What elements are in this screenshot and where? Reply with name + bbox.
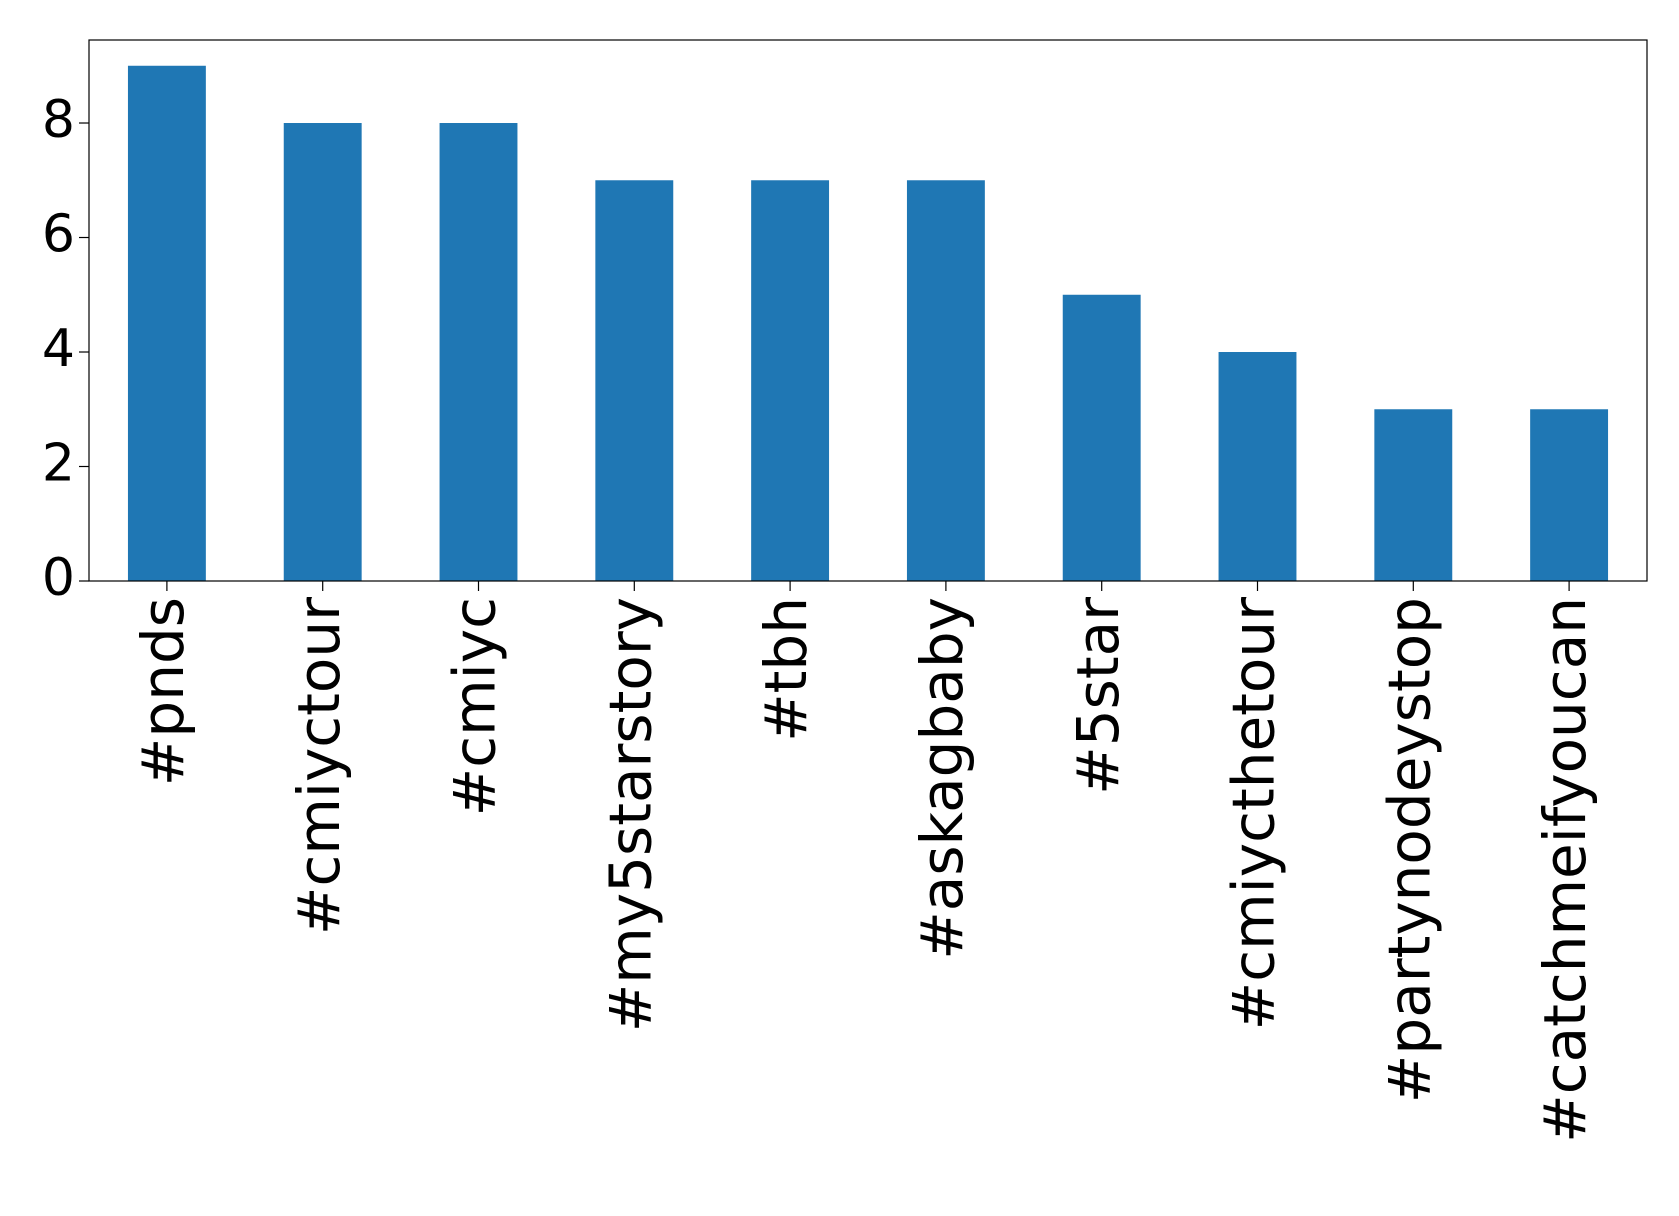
bar: [1374, 409, 1453, 581]
bar: [1530, 409, 1609, 581]
bar: [439, 123, 518, 581]
bar: [1218, 352, 1297, 581]
x-tick-label: #cmiyctour: [285, 597, 353, 935]
x-tick-label: #askagbaby: [908, 597, 976, 960]
bar: [751, 180, 830, 581]
y-tick-label: 2: [42, 434, 75, 494]
y-tick-label: 0: [42, 548, 75, 608]
y-tick-label: 6: [42, 205, 75, 265]
x-tick-label: #catchmeifyoucan: [1531, 597, 1599, 1143]
bar: [906, 180, 985, 581]
x-tick-label: #cmiyc: [441, 597, 509, 816]
y-tick-label: 8: [42, 90, 75, 150]
x-tick-label: #tbh: [752, 597, 820, 742]
y-tick-label: 4: [42, 319, 75, 379]
bar: [127, 65, 206, 581]
bar: [283, 123, 362, 581]
bar: [1062, 294, 1141, 581]
bar: [595, 180, 674, 581]
x-tick-label: #my5starstory: [596, 597, 664, 1032]
x-tick-label: #5star: [1064, 597, 1132, 795]
x-tick-label: #cmiycthetour: [1220, 597, 1288, 1030]
x-tick-label: #partynodeystop: [1375, 597, 1443, 1103]
x-tick-label: #pnds: [129, 597, 197, 786]
plot-frame: [88, 39, 1648, 582]
